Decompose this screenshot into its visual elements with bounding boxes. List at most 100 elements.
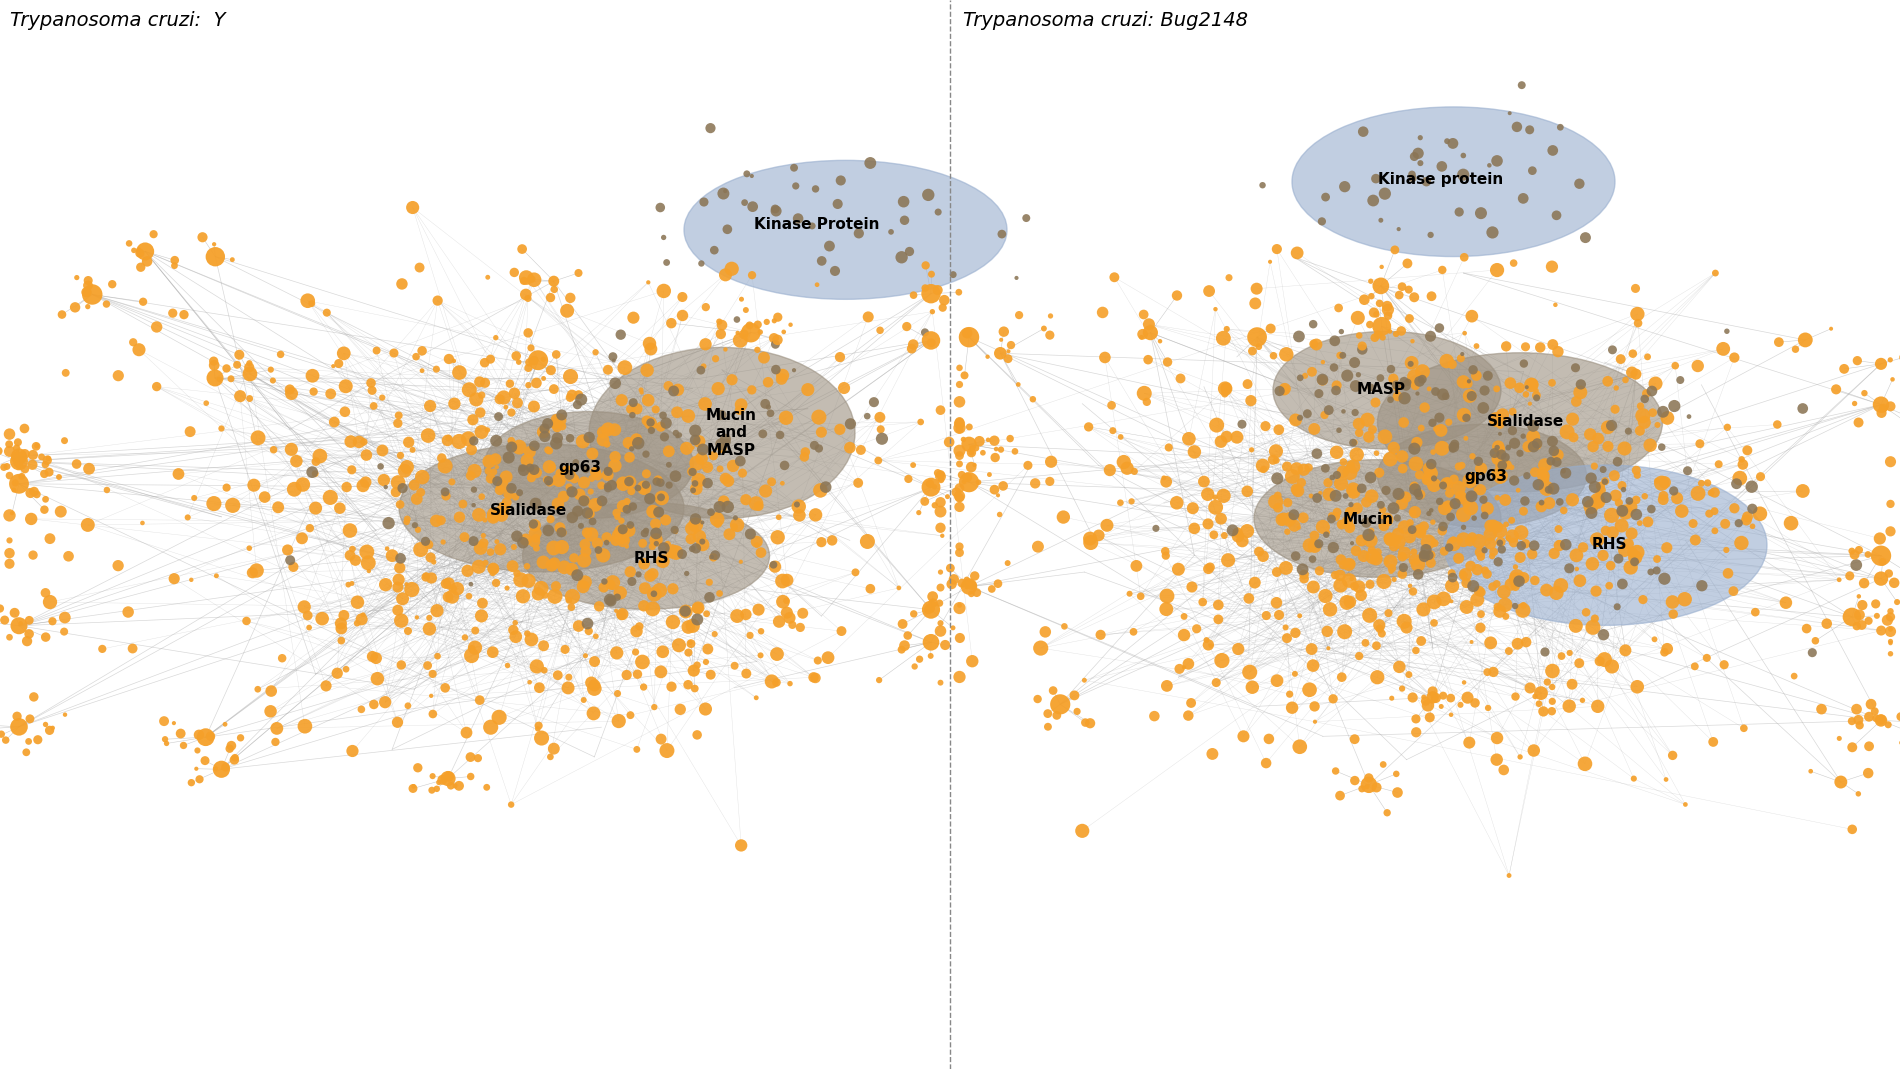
Point xyxy=(674,634,705,651)
Point xyxy=(1368,573,1398,590)
Point xyxy=(1647,475,1678,492)
Point xyxy=(671,564,701,582)
Point xyxy=(648,229,678,246)
Point xyxy=(158,305,188,322)
Point xyxy=(1446,490,1476,507)
Point xyxy=(682,600,712,617)
Point xyxy=(300,465,331,482)
Point xyxy=(944,600,975,617)
Point xyxy=(1421,383,1452,400)
Point xyxy=(925,466,956,483)
Point xyxy=(1712,564,1742,582)
Point xyxy=(711,431,741,448)
Point xyxy=(526,579,557,597)
Point xyxy=(811,479,842,496)
Point xyxy=(1875,623,1900,640)
Point xyxy=(483,472,513,490)
Point xyxy=(1275,685,1305,702)
Point xyxy=(967,445,998,462)
Point xyxy=(1499,472,1530,490)
Point xyxy=(473,463,504,480)
Point xyxy=(944,498,975,515)
Point xyxy=(978,432,1009,449)
Point xyxy=(329,345,359,362)
Point xyxy=(1478,543,1509,560)
Point xyxy=(2,448,32,465)
Point xyxy=(234,355,264,372)
Point xyxy=(232,613,262,630)
Point xyxy=(471,554,502,571)
Point xyxy=(530,587,560,604)
Point xyxy=(887,616,918,633)
Point xyxy=(1322,466,1353,483)
Point xyxy=(855,580,885,598)
Point xyxy=(1294,537,1324,554)
Point xyxy=(1360,779,1391,796)
Point xyxy=(479,509,509,526)
Point xyxy=(1448,531,1478,548)
Point xyxy=(422,292,452,309)
Point xyxy=(1455,387,1486,404)
Point xyxy=(1338,481,1368,498)
Point xyxy=(635,491,665,508)
Point xyxy=(1708,340,1739,357)
Point xyxy=(1277,699,1307,716)
Point xyxy=(705,461,735,478)
Point xyxy=(760,202,790,219)
Point xyxy=(1404,466,1434,483)
Point xyxy=(486,507,517,524)
Point xyxy=(676,540,707,557)
Point xyxy=(1617,363,1647,381)
Point xyxy=(1526,494,1556,511)
Point xyxy=(1624,422,1655,439)
Point xyxy=(384,571,414,588)
Point xyxy=(543,471,574,489)
Point xyxy=(1446,532,1476,549)
Point xyxy=(1490,584,1520,601)
Point xyxy=(1482,410,1512,428)
Point xyxy=(568,692,598,709)
Point xyxy=(1514,121,1545,138)
Point xyxy=(517,469,547,486)
Point xyxy=(454,430,484,447)
Point xyxy=(46,503,76,521)
Point xyxy=(916,648,946,665)
Point xyxy=(583,598,614,615)
Point xyxy=(1452,690,1482,707)
Point xyxy=(1355,576,1385,593)
Point xyxy=(519,272,549,289)
Point xyxy=(1518,429,1548,446)
Point xyxy=(1296,487,1326,505)
Point xyxy=(353,562,384,579)
Point xyxy=(1533,481,1564,498)
Point xyxy=(1452,599,1482,616)
Point xyxy=(758,556,788,573)
Point xyxy=(923,203,954,220)
Point xyxy=(184,726,215,743)
Point xyxy=(688,514,718,531)
Point xyxy=(498,621,528,638)
Point xyxy=(673,619,703,636)
Point xyxy=(960,568,990,585)
Point xyxy=(1474,157,1505,174)
Point xyxy=(1364,617,1395,634)
Point xyxy=(676,439,707,456)
Point xyxy=(935,434,965,451)
Point xyxy=(711,266,741,283)
Point xyxy=(1288,509,1319,526)
Point xyxy=(1495,374,1526,391)
Point xyxy=(1465,584,1495,601)
Point xyxy=(540,381,570,398)
Point xyxy=(1598,341,1628,358)
Point xyxy=(464,749,494,766)
Point xyxy=(657,614,688,631)
Point xyxy=(321,665,352,682)
Point xyxy=(802,652,832,669)
Point xyxy=(422,780,452,797)
Point xyxy=(1203,610,1233,628)
Point xyxy=(1571,604,1602,621)
Point xyxy=(1497,403,1528,420)
Point xyxy=(602,508,633,525)
Point xyxy=(1398,478,1429,495)
Point xyxy=(1163,560,1193,577)
